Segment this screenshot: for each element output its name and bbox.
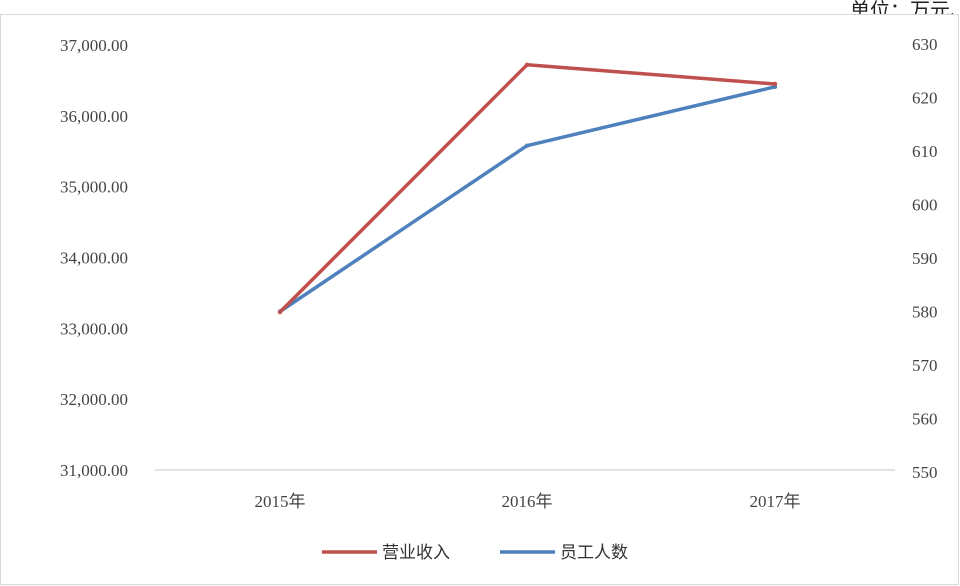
legend-label: 营业收入 xyxy=(382,543,450,563)
left-tick-label: 31,000.00 xyxy=(60,461,128,480)
x-tick-label: 2015年 xyxy=(255,492,306,511)
right-tick-label: 610 xyxy=(912,142,938,161)
right-tick-label: 560 xyxy=(912,410,938,429)
right-tick-label: 550 xyxy=(912,463,938,482)
series-lines xyxy=(277,62,778,315)
series-point xyxy=(524,143,530,148)
right-tick-label: 590 xyxy=(912,249,938,268)
left-tick-label: 32,000.00 xyxy=(60,390,128,409)
series-point xyxy=(524,62,530,68)
chart-frame xyxy=(0,14,959,585)
legend: 营业收入 员工人数 xyxy=(322,543,628,563)
right-tick-label: 580 xyxy=(912,303,938,322)
left-tick-label: 35,000.00 xyxy=(60,178,128,197)
x-tick-label: 2017年 xyxy=(750,492,801,511)
series-point xyxy=(772,81,778,87)
right-tick-label: 630 xyxy=(912,35,938,54)
x-axis-ticks: 2015年 2016年 2017年 xyxy=(255,492,801,511)
left-tick-label: 37,000.00 xyxy=(60,36,128,55)
right-axis-ticks: 550 560 570 580 590 600 610 620 630 xyxy=(912,35,938,482)
x-tick-label: 2016年 xyxy=(502,492,553,511)
left-tick-label: 36,000.00 xyxy=(60,107,128,126)
left-tick-label: 34,000.00 xyxy=(60,249,128,268)
right-tick-label: 620 xyxy=(912,89,938,108)
legend-label: 员工人数 xyxy=(560,543,628,563)
series-point xyxy=(277,309,283,315)
series-line-revenue xyxy=(278,63,777,314)
right-tick-label: 600 xyxy=(912,196,938,215)
left-axis-ticks: 31,000.00 32,000.00 33,000.00 34,000.00 35,0… xyxy=(60,36,128,480)
right-tick-label: 570 xyxy=(912,356,938,375)
series-line-employees xyxy=(278,85,777,314)
left-tick-label: 33,000.00 xyxy=(60,319,128,338)
